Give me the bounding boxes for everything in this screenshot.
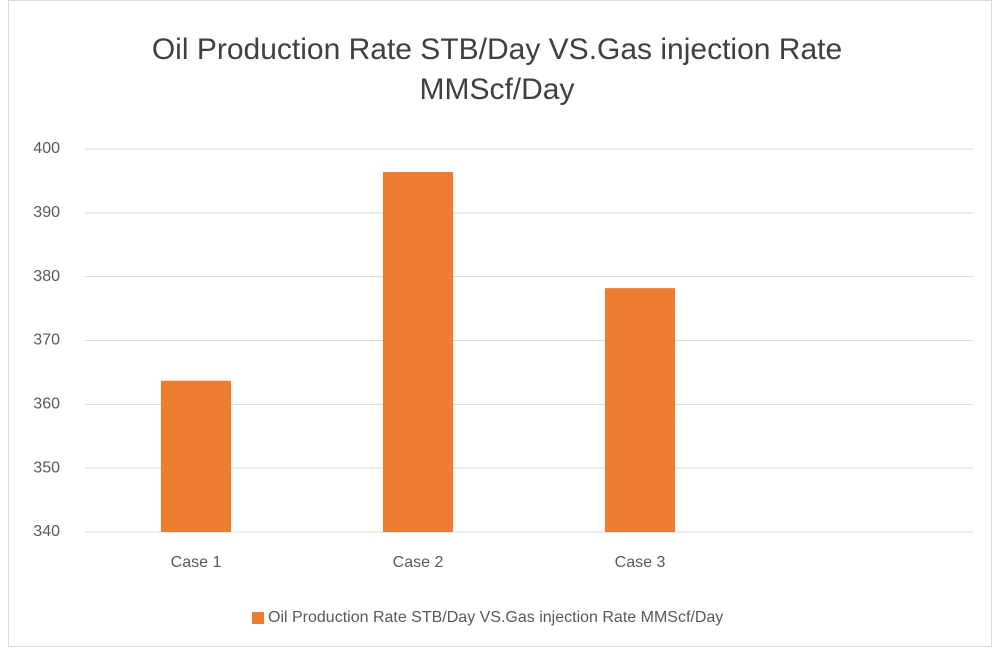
y-tick-label: 340: [33, 523, 60, 540]
y-tick-label: 360: [33, 396, 60, 413]
y-tick-label: 380: [33, 268, 60, 285]
bar: [382, 171, 454, 533]
chart-title: Oil Production Rate STB/Day VS.Gas injec…: [151, 33, 843, 106]
y-tick-label: 400: [33, 140, 60, 157]
y-tick-label: 370: [33, 332, 60, 349]
legend-swatch: [252, 612, 264, 624]
x-tick-label: Case 2: [393, 554, 444, 571]
x-tick-label: Case 3: [615, 554, 666, 571]
bar: [604, 288, 676, 532]
bar: [160, 380, 232, 532]
y-tick-label: 350: [33, 459, 60, 476]
y-tick-label: 390: [33, 204, 60, 221]
chart-frame: [8, 0, 992, 647]
x-tick-label: Case 1: [171, 554, 222, 571]
legend-label: Oil Production Rate STB/Day VS.Gas injec…: [268, 609, 723, 626]
